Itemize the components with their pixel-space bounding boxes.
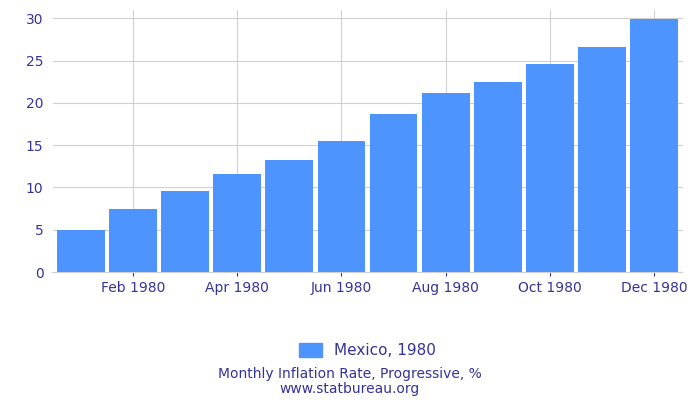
- Bar: [526, 64, 574, 272]
- Bar: [214, 174, 261, 272]
- Bar: [578, 47, 626, 272]
- Bar: [421, 93, 470, 272]
- Bar: [370, 114, 417, 272]
- Bar: [109, 209, 158, 272]
- Bar: [630, 19, 678, 272]
- Bar: [57, 230, 105, 272]
- Bar: [474, 82, 522, 272]
- Legend: Mexico, 1980: Mexico, 1980: [293, 337, 442, 364]
- Text: Monthly Inflation Rate, Progressive, %: Monthly Inflation Rate, Progressive, %: [218, 367, 482, 381]
- Text: www.statbureau.org: www.statbureau.org: [280, 382, 420, 396]
- Bar: [265, 160, 314, 272]
- Bar: [161, 191, 209, 272]
- Bar: [318, 141, 365, 272]
